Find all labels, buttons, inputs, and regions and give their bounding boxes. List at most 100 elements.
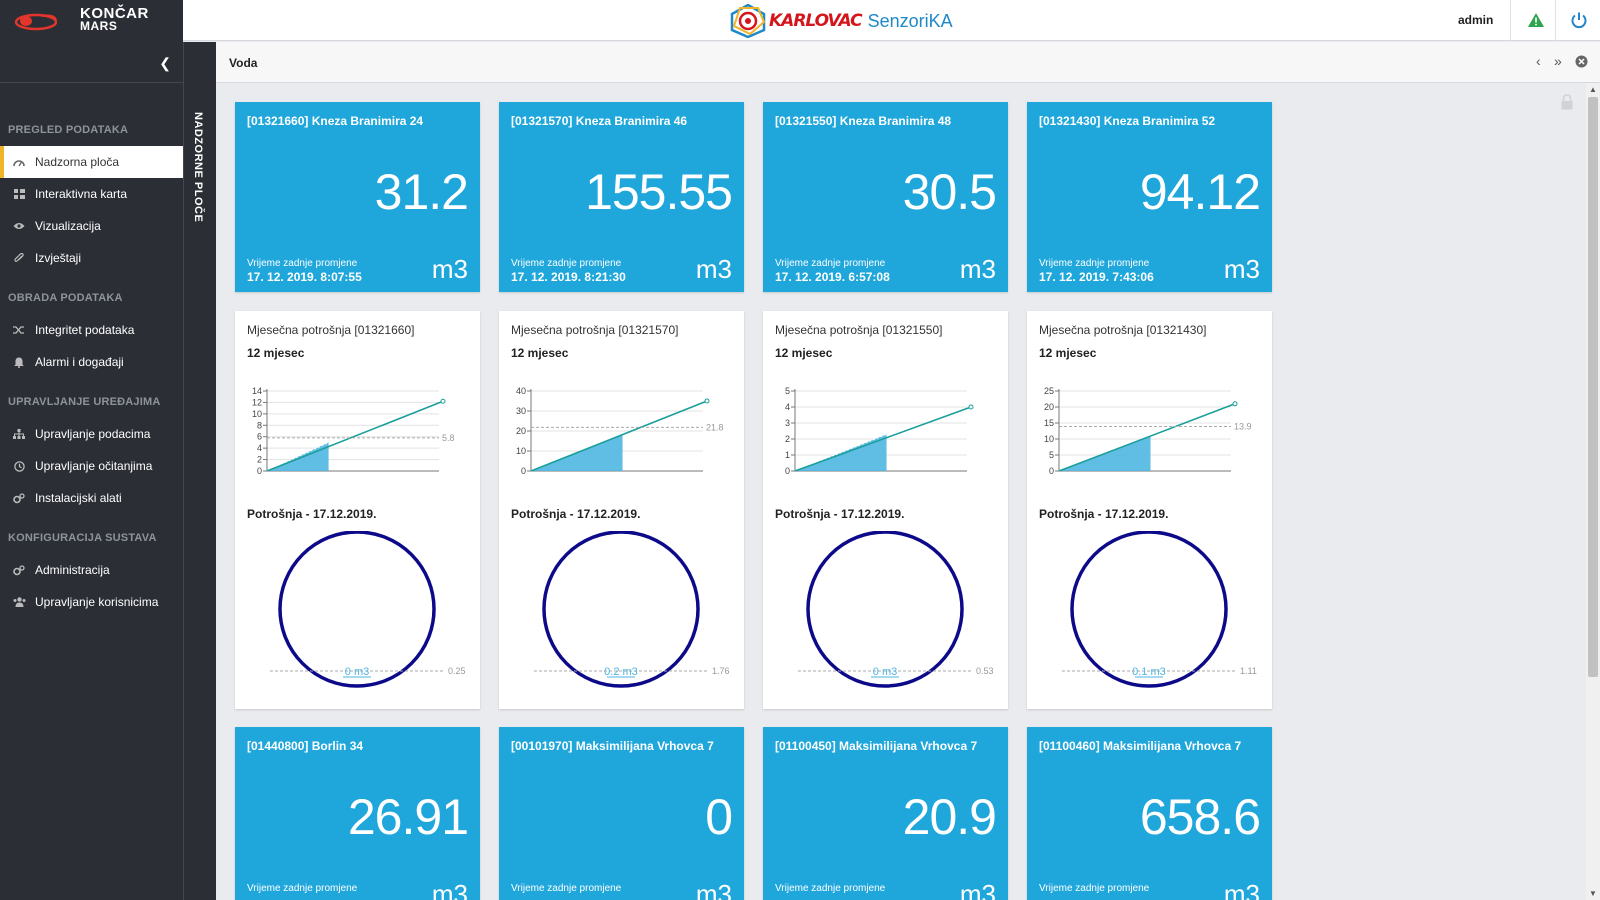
meter-tile[interactable]: [01100450] Maksimilijana Vrhovca 7 20.9 … <box>763 727 1008 900</box>
koncar-swirl-icon <box>14 13 58 31</box>
consumption-gauge[interactable]: 0 m3 0.53 <box>763 531 1008 701</box>
chevron-left-icon[interactable]: ❮ <box>159 55 171 71</box>
projection-line <box>530 400 708 472</box>
gears-icon <box>12 564 26 576</box>
consumption-gauge[interactable]: 0 m3 0.25 <box>235 531 480 701</box>
tile-time-label: Vrijeme zadnje promjene <box>1039 258 1150 269</box>
gears-icon <box>12 492 26 504</box>
double-chevron-right-icon[interactable]: » <box>1554 53 1562 69</box>
tile-title: [01100460] Maksimilijana Vrhovca 7 <box>1039 739 1242 753</box>
meter-tile[interactable]: [01321570] Kneza Branimira 46 155.55 Vri… <box>499 102 744 292</box>
tile-time-label: Vrijeme zadnje promjene <box>247 883 358 894</box>
sidebar-item-izvjestaji[interactable]: Izvještaji <box>0 242 183 274</box>
tile-time-label: Vrijeme zadnje promjene <box>775 258 886 269</box>
sidebar-item-nadzorna-ploca[interactable]: Nadzorna ploča <box>0 146 183 178</box>
card-title: Mjesečna potrošnja [01321570] <box>511 323 679 337</box>
shuffle-icon <box>12 325 26 335</box>
logo-senzorika-text: SenzoriKA <box>867 10 953 31</box>
meter-tile[interactable]: [01440800] Borlin 34 26.91 Vrijeme zadnj… <box>235 727 480 900</box>
y-tick-label: 20 <box>516 426 526 436</box>
logo-karlovac-text: KARLOVAC <box>769 11 863 31</box>
tile-value: 20.9 <box>902 789 997 845</box>
reference-label: 21.8 <box>706 422 724 432</box>
y-tick-label: 14 <box>252 386 262 396</box>
monthly-consumption-chart[interactable]: 0 10 20 30 40 21.8 <box>499 381 744 481</box>
gauge-circle <box>806 531 964 688</box>
meter-tile[interactable]: [01321550] Kneza Branimira 48 30.5 Vrije… <box>763 102 1008 292</box>
card-title: Mjesečna potrošnja [01321550] <box>775 323 943 337</box>
tile-value: 0 <box>705 789 733 845</box>
clock-icon <box>12 460 26 472</box>
tile-title: [01440800] Borlin 34 <box>247 739 364 753</box>
page-titlebar: Voda ‹ » <box>216 42 1600 83</box>
sidebar-item-vizualizacija[interactable]: Vizualizacija <box>0 210 183 242</box>
y-tick-label: 0 <box>785 466 790 476</box>
sidebar-item-label: Interaktivna karta <box>35 187 128 201</box>
tile-value: 30.5 <box>902 164 997 220</box>
consumption-gauge[interactable]: 0.1 m3 1.11 <box>1027 531 1272 701</box>
bell-icon <box>12 357 26 368</box>
consumption-title: Potrošnja - 17.12.2019. <box>775 507 905 521</box>
sidebar-item-label: Integritet podataka <box>35 323 135 337</box>
meter-tile[interactable]: [00101970] Maksimilijana Vrhovca 7 0 Vri… <box>499 727 744 900</box>
chevron-left-icon[interactable]: ‹ <box>1536 53 1541 69</box>
page-title: Voda <box>229 56 258 70</box>
dashboards-vertical-tab[interactable]: NADZORNE PLOČE <box>183 42 216 900</box>
y-tick-label: 12 <box>252 397 262 407</box>
gauge-reference-label: 0.25 <box>448 666 466 676</box>
tile-time: 17. 12. 2019. 8:07:55 <box>247 270 362 284</box>
sidebar-item-upravljanje-podacima[interactable]: Upravljanje podacima <box>0 418 183 450</box>
warning-icon[interactable] <box>1527 12 1545 28</box>
tile-unit: m3 <box>695 879 732 900</box>
sidebar-item-alarmi[interactable]: Alarmi i događaji <box>0 346 183 378</box>
tile-title: [01321430] Kneza Branimira 52 <box>1039 114 1216 128</box>
gauge-reference-label: 1.76 <box>712 666 730 676</box>
sidebar-item-label: Upravljanje podacima <box>35 427 151 441</box>
gauge-circle <box>278 531 436 688</box>
tile-title: [01100450] Maksimilijana Vrhovca 7 <box>775 739 978 753</box>
gauge-value: 0.1 m3 <box>1132 666 1166 678</box>
sidebar-item-administracija[interactable]: Administracija <box>0 554 183 586</box>
sidebar-item-label: Upravljanje korisnicima <box>35 595 159 609</box>
scrollbar-thumb[interactable] <box>1588 97 1598 677</box>
consumption-title: Potrošnja - 17.12.2019. <box>247 507 377 521</box>
monthly-consumption-chart[interactable]: 0 1 2 3 4 5 <box>763 381 1008 481</box>
vertical-scrollbar[interactable]: ▲ ▼ <box>1586 83 1600 900</box>
monthly-consumption-chart[interactable]: 0 5 10 15 20 25 13.9 <box>1027 381 1272 481</box>
lock-icon[interactable] <box>1560 94 1574 110</box>
scroll-up-arrow-icon[interactable]: ▲ <box>1589 85 1597 94</box>
scroll-down-arrow-icon[interactable]: ▼ <box>1589 889 1597 898</box>
meter-tile[interactable]: [01321660] Kneza Branimira 24 31.2 Vrije… <box>235 102 480 292</box>
consumption-gauge[interactable]: 0.2 m3 1.76 <box>499 531 744 701</box>
sidebar-item-instalacijski-alati[interactable]: Instalacijski alati <box>0 482 183 514</box>
gauge-value: 0 m3 <box>873 666 897 678</box>
sidebar-section-title: KONFIGURACIJA SUSTAVA <box>8 532 157 544</box>
consumption-area <box>267 442 329 471</box>
projection-end-point <box>968 404 974 410</box>
sidebar-collapse-row: ❮ <box>0 42 183 83</box>
y-tick-label: 8 <box>257 420 262 430</box>
card-title: Mjesečna potrošnja [01321660] <box>247 323 415 337</box>
y-tick-label: 10 <box>516 446 526 456</box>
sidebar-item-integritet-podataka[interactable]: Integritet podataka <box>0 314 183 346</box>
sidebar-item-label: Izvještaji <box>35 251 82 265</box>
consumption-card: Mjesečna potrošnja [01321660] 12 mjesec … <box>235 311 480 709</box>
projection-end-point <box>440 398 446 404</box>
tile-value: 658.6 <box>1139 789 1261 845</box>
tile-time: 17. 12. 2019. 8:21:30 <box>511 270 626 284</box>
power-icon[interactable] <box>1570 11 1588 29</box>
gauge-circle <box>1070 531 1228 688</box>
sidebar-item-upravljanje-korisnicima[interactable]: Upravljanje korisnicima <box>0 586 183 618</box>
meter-tile[interactable]: [01321430] Kneza Branimira 52 94.12 Vrij… <box>1027 102 1272 292</box>
user-menu[interactable]: admin <box>1458 13 1494 27</box>
brand-logo[interactable]: KONČAR MARS <box>0 0 183 42</box>
meter-tile[interactable]: [01100460] Maksimilijana Vrhovca 7 658.6… <box>1027 727 1272 900</box>
close-circle-icon[interactable] <box>1575 55 1588 68</box>
reference-label: 13.9 <box>1234 422 1252 432</box>
sidebar-item-interaktivna-karta[interactable]: Interaktivna karta <box>0 178 183 210</box>
sidebar-item-upravljanje-ocitanjima[interactable]: Upravljanje očitanjima <box>0 450 183 482</box>
y-tick-label: 0 <box>521 466 526 476</box>
card-subtitle: 12 mjesec <box>1039 346 1097 360</box>
y-tick-label: 25 <box>1044 386 1054 396</box>
